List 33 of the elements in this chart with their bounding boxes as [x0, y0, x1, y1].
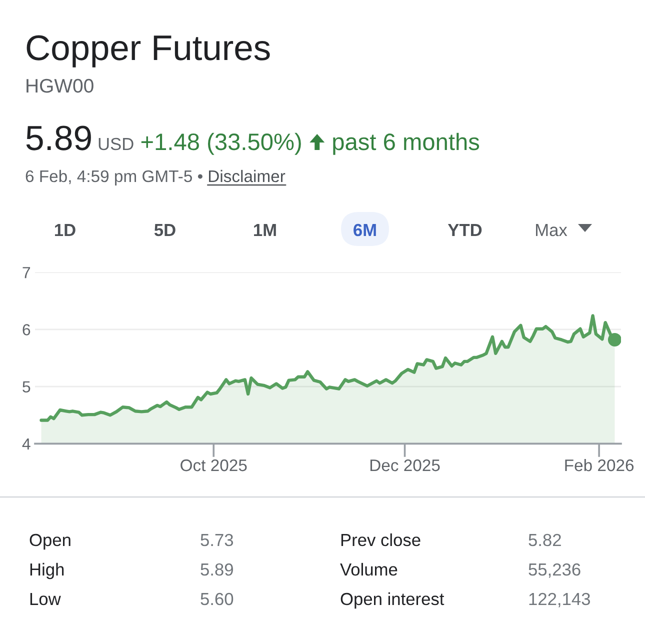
text: YTD: [448, 224, 482, 236]
text: 5.73: [200, 534, 234, 546]
text: Prev close: [341, 533, 420, 546]
text: 122,143: [529, 592, 590, 608]
text: High: [30, 562, 64, 580]
text: Open: [30, 534, 70, 550]
text: USD: [98, 138, 134, 150]
text: 6 Feb, 4:59 pm GMT-5 •: [26, 170, 202, 186]
text: Open interest: [340, 592, 444, 609]
text: past 6 months: [333, 132, 480, 155]
text: 1M: [254, 224, 276, 236]
text: Volume: [340, 562, 398, 576]
x-tick-label: Oct 2025: [180, 459, 247, 472]
y-tick-label: 7: [22, 267, 30, 278]
y-tick-label: 5: [22, 381, 30, 393]
text: Low: [30, 593, 61, 606]
text: +1.48 (33.50%): [141, 132, 301, 155]
text: 55,236: [528, 563, 580, 578]
text: 5D: [154, 224, 176, 236]
x-tick-label: Feb 2026: [565, 458, 634, 472]
text: 6M: [354, 224, 376, 236]
text: 5.60: [200, 592, 234, 606]
x-tick-label: Dec 2025: [370, 459, 440, 472]
text: 5.82: [528, 534, 561, 546]
y-tick-label: 6: [22, 324, 30, 336]
text: Max: [536, 224, 568, 236]
y-tick-label: 4: [22, 438, 30, 450]
text: Disclaimer: [208, 170, 286, 182]
text: 5.89: [26, 126, 91, 150]
chart-title: Copper Futures: [26, 35, 270, 68]
chart-subtitle: HGW00: [26, 78, 94, 93]
text: 1D: [54, 224, 76, 236]
text: 5.89: [200, 563, 233, 576]
